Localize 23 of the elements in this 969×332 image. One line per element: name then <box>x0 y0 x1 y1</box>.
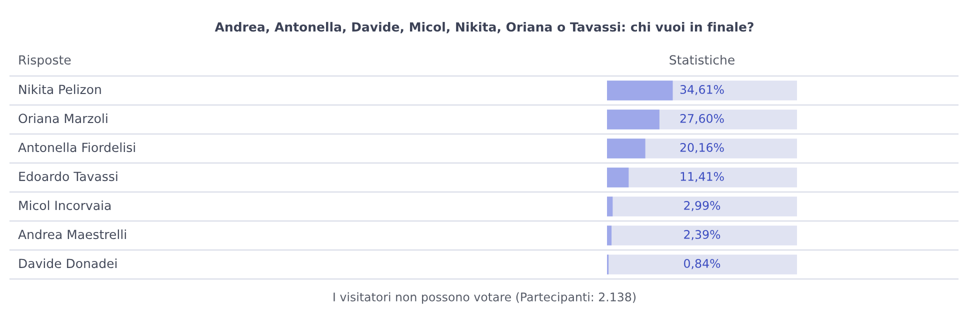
data-label: 20,16% <box>680 142 724 154</box>
bar <box>607 226 612 246</box>
y-tick-label: Nikita Pelizon <box>19 84 101 94</box>
data-label: 0,84% <box>684 258 720 270</box>
data-label: 2,99% <box>684 200 720 212</box>
bar <box>607 196 613 216</box>
bar <box>607 168 629 188</box>
text: Andrea, Antonella, Davide, Micol, Nikita, Oriana o Tavassi: chi vuoi in finale? <box>214 22 754 34</box>
data-label: 27,60% <box>680 114 724 124</box>
data-label: 11,41% <box>680 172 724 182</box>
data-label: 2,39% <box>684 230 720 240</box>
data-label: 34,61% <box>680 84 724 96</box>
y-tick-label: Edoardo Tavassi <box>19 171 118 182</box>
y-tick-label: Davide Donadei <box>19 258 117 268</box>
bar <box>607 138 646 158</box>
x-axis-title: Statistiche <box>670 54 734 65</box>
y-tick-label: Oriana Marzoli <box>18 113 108 124</box>
text: I visitatori non possono votare (Partecipanti: 2.138) <box>334 292 636 304</box>
bar <box>607 110 660 130</box>
y-tick-label: Andrea Maestrelli <box>18 229 126 240</box>
y-tick-label: Antonella Fiordelisi <box>18 142 135 152</box>
y-tick-label: Micol Incorvaia <box>19 200 111 210</box>
y-axis-title: Risposte <box>19 54 71 68</box>
